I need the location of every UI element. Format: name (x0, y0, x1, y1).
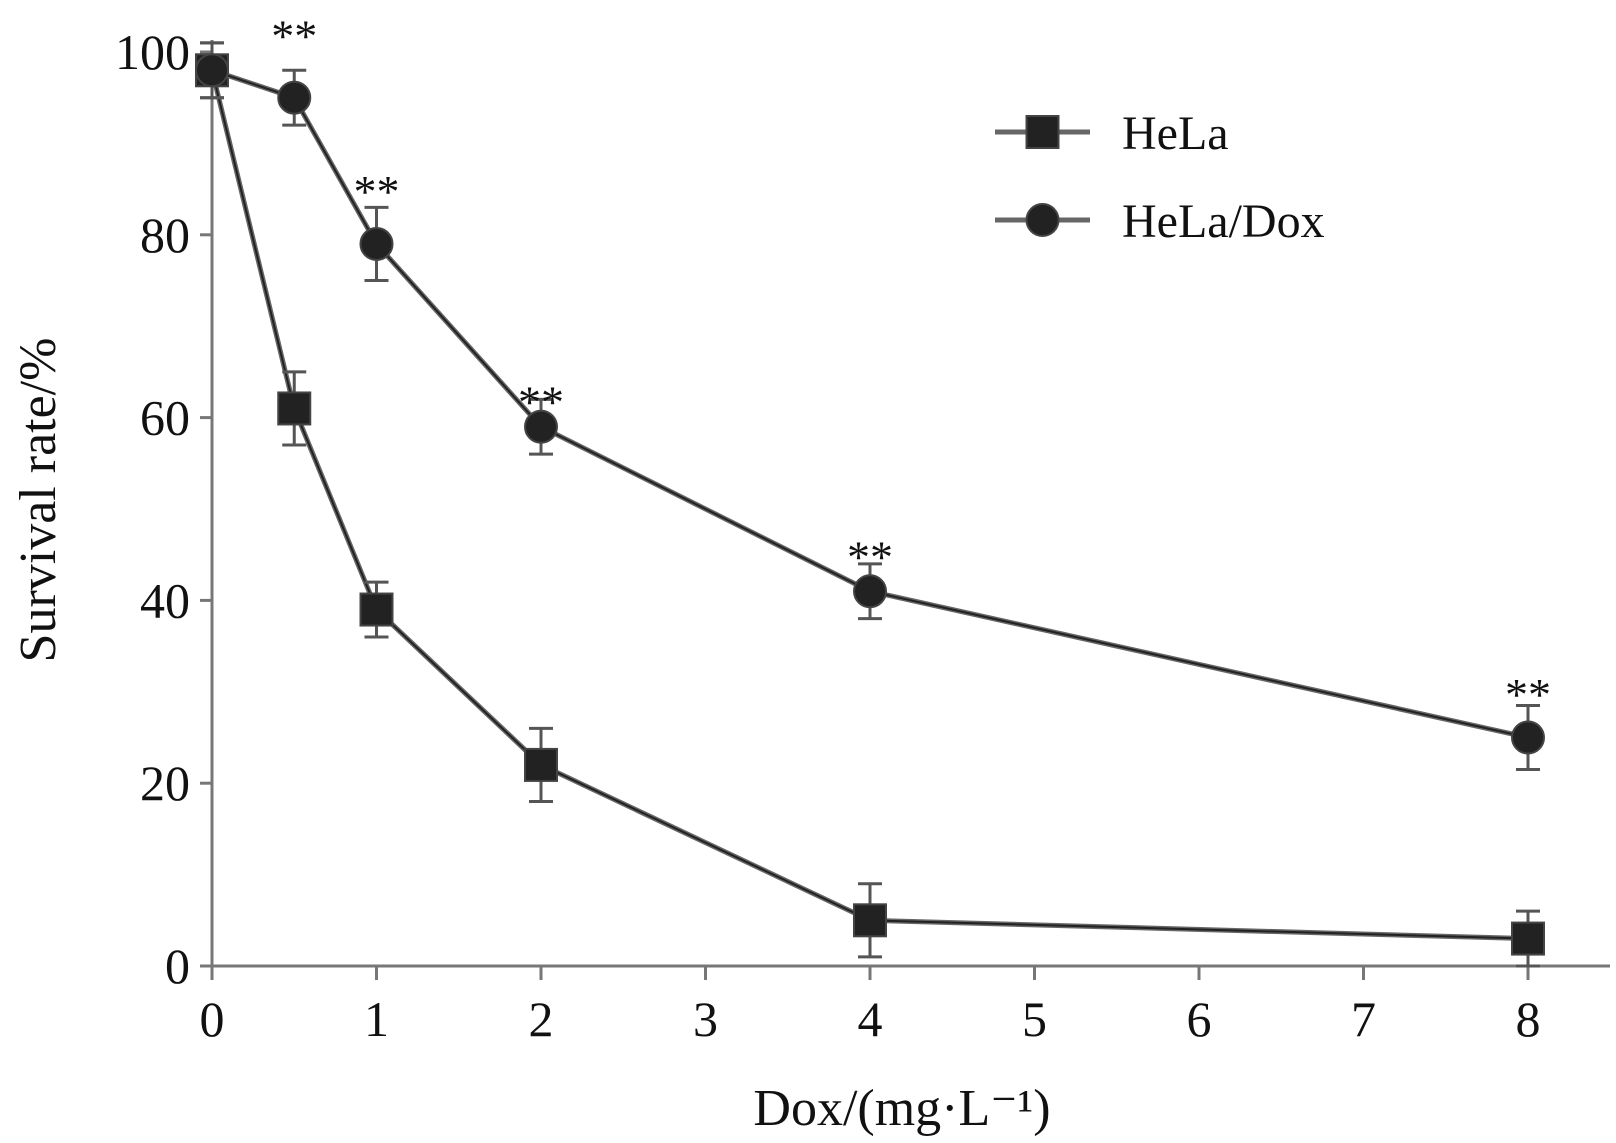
axes (210, 40, 1610, 968)
x-tick-label: 2 (529, 991, 554, 1047)
x-tick-label: 5 (1022, 991, 1047, 1047)
data-point (853, 903, 887, 938)
x-tick-label: 7 (1351, 991, 1376, 1047)
y-tick-label: 0 (165, 938, 190, 994)
legend: HeLa HeLa/Dox (995, 107, 1325, 248)
y-tick-label: 20 (140, 755, 190, 811)
significance-marker: ** (847, 532, 893, 583)
x-tick-label: 6 (1187, 991, 1212, 1047)
x-tick-label: 4 (858, 991, 883, 1047)
x-tick-label: 1 (364, 991, 389, 1047)
significance-marker: ** (271, 11, 317, 62)
data-point (359, 592, 394, 627)
y-axis-title: Survival rate/% (10, 338, 67, 663)
x-tick-label: 8 (1516, 991, 1541, 1047)
legend-label: HeLa/Dox (1122, 195, 1325, 248)
y-tick-label: 100 (115, 24, 190, 80)
legend-marker-square (1025, 115, 1060, 149)
data-point (277, 80, 312, 115)
data-point (359, 226, 394, 261)
data-point (195, 53, 229, 88)
significance-marker: ** (518, 376, 564, 427)
data-point (1511, 720, 1545, 755)
data-point (853, 574, 887, 609)
x-tick-label: 0 (200, 991, 225, 1047)
significance-marker: ** (1505, 669, 1551, 720)
annotations: ** ** ** ** ** (271, 11, 1551, 720)
y-tick-label: 60 (140, 390, 190, 446)
y-tick-label: 40 (140, 572, 190, 628)
x-axis-title: Dox/(mg·L⁻¹) (753, 1080, 1050, 1137)
series-hela-dox (195, 41, 1545, 771)
data-point (524, 409, 558, 444)
series-line-core (211, 70, 1529, 940)
series-line (209, 69, 1529, 942)
significance-marker: ** (354, 166, 400, 217)
data-point (524, 747, 558, 782)
x-tick-label: 3 (693, 991, 718, 1047)
data-point (277, 391, 312, 426)
data-point (1511, 921, 1545, 956)
y-axis-ticks: 0 20 40 60 80 100 (115, 24, 212, 994)
legend-label: HeLa (1122, 107, 1229, 160)
x-axis-ticks: 0 1 2 3 4 5 6 7 8 (200, 966, 1541, 1047)
legend-marker-circle (1025, 203, 1060, 237)
series-layer (195, 41, 1545, 968)
y-tick-label: 80 (140, 207, 190, 263)
